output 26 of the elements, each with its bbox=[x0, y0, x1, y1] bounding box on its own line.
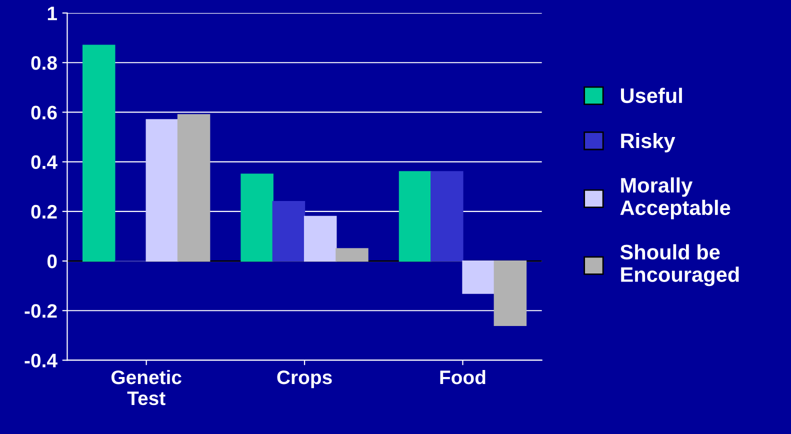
bar bbox=[82, 44, 116, 262]
bar bbox=[146, 119, 179, 262]
x-tick-label: Crops bbox=[277, 370, 332, 388]
y-tick-label: 0.2 bbox=[31, 204, 57, 219]
legend-label: Useful bbox=[620, 88, 682, 104]
bar bbox=[398, 171, 432, 262]
bar bbox=[430, 171, 464, 262]
x-tick-label: Genetic Test bbox=[111, 370, 182, 406]
y-tick-label: -0.4 bbox=[24, 354, 58, 368]
bar bbox=[272, 200, 306, 262]
y-tick-label: 0.4 bbox=[31, 155, 58, 170]
bar bbox=[177, 114, 210, 262]
legend-label: Should be Encouraged bbox=[620, 244, 739, 286]
bar bbox=[336, 248, 368, 262]
bar bbox=[494, 260, 527, 326]
bar bbox=[462, 260, 495, 294]
y-tick-label: -0.2 bbox=[24, 304, 57, 318]
y-tick-label: 1 bbox=[48, 6, 57, 20]
y-tick-label: 0 bbox=[47, 254, 57, 268]
bar bbox=[240, 174, 274, 262]
y-tick-label: 0.8 bbox=[31, 56, 57, 70]
bar bbox=[304, 216, 337, 262]
legend-label: Risky bbox=[621, 132, 676, 152]
x-tick-label: Food bbox=[440, 370, 486, 384]
legend-label: Morally Acceptable bbox=[620, 177, 730, 220]
y-tick-label: 0.6 bbox=[31, 106, 57, 120]
